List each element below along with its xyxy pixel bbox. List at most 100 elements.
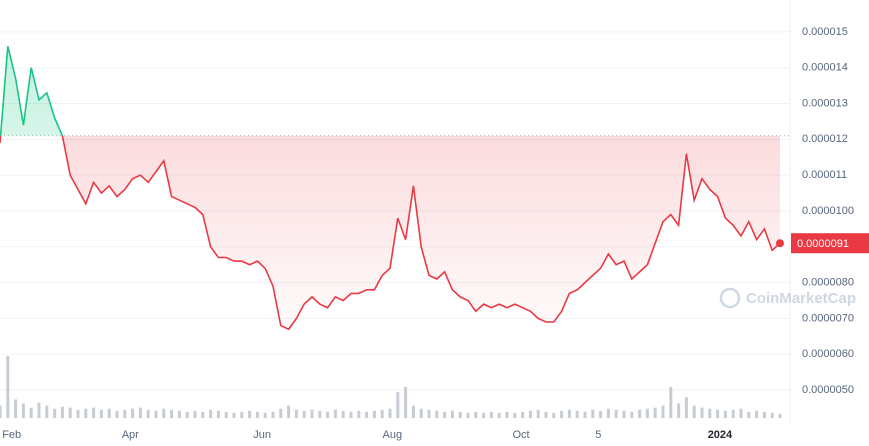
watermark-text: CoinMarketCap [746,290,856,307]
volume-bar [552,412,556,418]
volume-bar [37,402,41,418]
volume-bar [505,411,509,418]
volume-bar [53,408,57,418]
volume-bar [466,412,470,418]
area-down [0,135,780,330]
volume-bar [614,409,618,418]
volume-bar [138,407,142,418]
volume-bar [591,409,595,418]
x-tick-label: Jun [253,429,271,441]
volume-bar [365,411,369,418]
volume-bar [731,409,735,418]
volume-bar [427,409,431,418]
volume-bar [692,405,696,418]
volume-bar [606,408,610,418]
volume-bar [723,410,727,418]
volume-bar [755,410,759,418]
volume-bar [255,411,259,418]
y-tick-label: 0.000012 [802,133,848,145]
volume-bar [279,408,283,418]
volume-bar [638,409,642,418]
volume-bar [411,405,415,418]
volume-bar [357,410,361,418]
x-tick-label: Oct [512,429,529,441]
x-tick-label: Apr [122,429,139,441]
volume-bar [528,410,532,418]
volume-bar [739,408,743,418]
volume-bar [248,410,252,418]
volume-bar [84,408,88,418]
volume-bar [567,409,571,418]
volume-bar [0,405,2,418]
volume-bar [669,387,673,418]
volume-bar [193,410,197,418]
volume-bar [224,411,228,418]
volume-bar [521,411,525,418]
volume-bar [661,405,665,418]
x-tick-label: 5 [595,429,601,441]
volume-bar [450,410,454,418]
volume-bar [700,407,704,418]
volume-bar [645,408,649,418]
volume-bar [630,411,634,418]
volume-bar [240,411,244,418]
y-tick-label: 0.0000080 [802,277,854,289]
volume-bar [123,409,127,418]
volume-bar [419,408,423,418]
volume-bar [263,412,267,418]
volume-bar [716,409,720,418]
volume-bar [544,411,548,418]
volume-bar [209,409,213,418]
volume-bar [107,408,111,418]
volume-bar [341,410,345,418]
volume-bar [708,408,712,418]
volume-bar [68,407,72,418]
price-badge [791,233,869,254]
volume-bar [513,412,517,418]
y-tick-label: 0.000011 [802,169,847,181]
x-tick-label: Aug [383,429,403,441]
volume-bar [560,410,564,418]
volume-bar [458,411,462,418]
x-tick-label: 2024 [708,429,733,441]
x-tick-label: Feb [2,429,21,441]
volume-bar [575,410,579,418]
volume-bar [271,411,275,418]
watermark: CoinMarketCap [719,287,856,309]
volume-bar [497,412,501,418]
volume-bar [747,411,751,418]
volume-bar [653,407,657,418]
volume-bar [435,410,439,418]
volume-bar [349,411,353,418]
volume-bar [583,411,587,418]
last-point [776,239,784,248]
y-tick-label: 0.0000060 [802,348,854,360]
volume-bar [684,397,688,418]
volume-bar [372,410,376,418]
volume-bar [326,411,330,418]
volume-bar [232,412,236,418]
volume-bar [778,413,782,418]
volume-bar [60,406,64,418]
volume-bar [21,403,25,418]
volume-bar [146,409,150,418]
volume-bar [622,410,626,418]
volume-bar [45,405,49,418]
volume-bar [599,410,603,418]
volume-bar [443,411,447,418]
volume-bar [388,408,392,418]
volume-bar [677,403,681,418]
volume-bar [170,409,174,418]
volume-bar [216,410,220,418]
volume-bar [131,408,135,418]
volume-bar [536,409,540,418]
volume-bar [185,411,189,418]
volume-bar [29,407,33,418]
volume-bar [380,409,384,418]
y-tick-label: 0.000014 [802,62,848,74]
volume-bar [762,411,766,418]
volume-bar [294,409,298,418]
y-tick-label: 0.000015 [802,26,848,38]
y-tick-label: 0.0000070 [802,312,854,324]
